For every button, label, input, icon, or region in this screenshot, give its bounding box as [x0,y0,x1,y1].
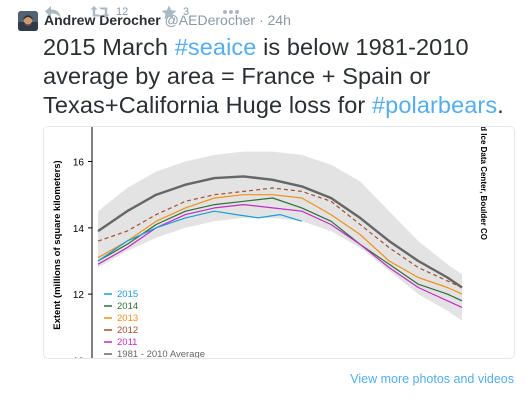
legend-label: 2012 [117,325,138,336]
legend-label: 2013 [117,313,138,324]
view-more-photos-link[interactable]: View more photos and videos [350,372,514,386]
tweet-text-segment: is below 1981-2010 average by area = Fra… [43,34,469,118]
media-photo[interactable]: 10 12 14 16 Extent (millions of square kilom… [43,126,515,359]
legend-label: 2014 [117,301,138,312]
avatar[interactable] [18,11,38,31]
retweet-icon [90,6,110,18]
favorite-count: 3 [183,6,190,18]
y-tick-label: 14 [73,224,85,235]
author-handle[interactable]: @AEDerocher [164,12,256,28]
legend-label: 2015 [117,289,138,300]
more-button[interactable] [222,0,240,24]
y-axis-label: Extent (millions of square kilometers) [52,160,63,329]
range-band [98,151,462,321]
tweet-text-segment: . [497,92,504,118]
star-icon [161,5,177,19]
chart-credit: ow and Ice Data Center, Boulder CO [479,127,488,240]
tweet-header: Andrew Derocher @AEDerocher · 24h [44,12,291,28]
legend-label: 1981 - 2010 Average [117,349,205,359]
more-icon [223,10,239,14]
retweet-button[interactable]: 12 [90,0,128,24]
series-line-2014 [97,197,463,302]
reply-button[interactable] [44,0,62,24]
series-line-2012 [97,187,463,289]
retweet-count: 12 [116,6,129,18]
reply-icon [45,6,61,18]
legend-label: 2011 [117,337,137,348]
author-name[interactable]: Andrew Derocher [44,12,161,28]
series-line-2015 [97,210,302,262]
favorite-button[interactable]: 3 [161,0,189,24]
hashtag-polarbears[interactable]: #polarbears [372,92,498,118]
avatar-image [18,11,38,31]
tweet-text-segment: 2015 March [43,34,175,60]
y-tick-label: 10 [73,356,85,359]
y-tick-label: 16 [73,158,85,169]
hashtag-seaice[interactable]: #seaice [174,34,257,60]
series-line-1981-2010-average [97,175,463,289]
y-tick-label: 12 [73,290,85,301]
timestamp[interactable]: 24h [267,12,291,28]
tweet-text: 2015 March #seaice is below 1981-2010 av… [43,33,529,120]
sea-ice-extent-chart: 10 12 14 16 Extent (millions of square kilom… [52,127,488,359]
separator-dot: · [258,12,264,28]
series-line-2013 [97,194,463,295]
